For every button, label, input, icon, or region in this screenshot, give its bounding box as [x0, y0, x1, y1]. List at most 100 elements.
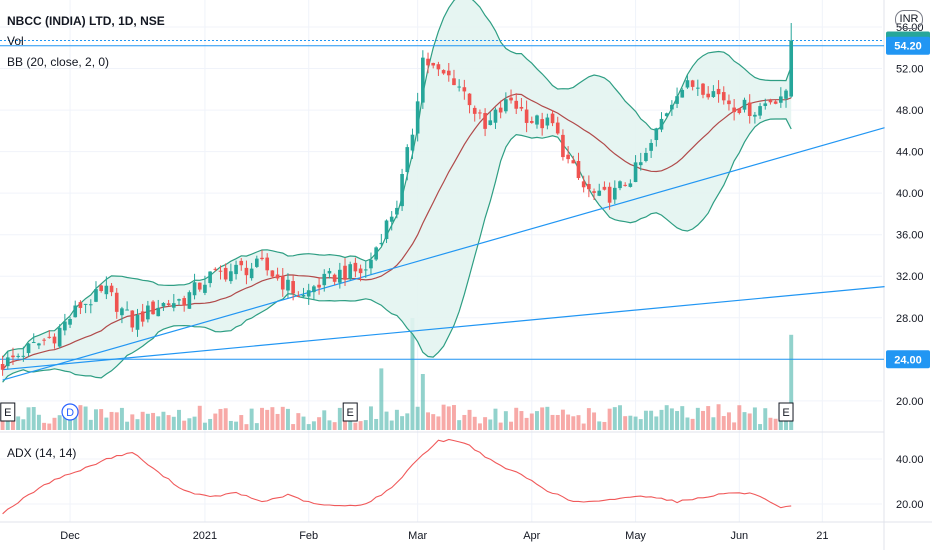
candle-body — [685, 80, 690, 88]
candle-body — [784, 90, 788, 99]
candle — [265, 253, 270, 276]
time-axis-label: Feb — [299, 530, 318, 542]
candle — [789, 23, 794, 98]
candle-body — [322, 273, 327, 286]
volume-bar — [758, 424, 763, 430]
price-label-bg — [886, 36, 930, 55]
candle — [535, 114, 539, 129]
earnings-marker[interactable]: E — [342, 402, 358, 422]
volume-bar — [94, 409, 98, 430]
price-label-text: 54.20 — [894, 41, 922, 53]
price-axis-tick: 32.00 — [896, 271, 924, 283]
candle-body — [768, 100, 773, 103]
candle-body — [146, 305, 150, 320]
candle — [607, 182, 612, 210]
earnings-box — [342, 402, 358, 422]
candle-body — [363, 269, 368, 271]
candle — [114, 288, 119, 319]
time-axis[interactable]: Dec 2021 Feb Mar Apr May Jun 21 — [60, 530, 828, 542]
candle — [270, 270, 275, 279]
volume-bar — [628, 415, 633, 430]
candle-body — [478, 112, 482, 114]
price-label: 24.00 — [886, 350, 930, 369]
candle-body — [0, 363, 5, 370]
price-axis-tick: 20.00 — [896, 396, 924, 408]
volume-bar — [114, 412, 119, 430]
volume-bar — [109, 411, 114, 430]
candle-body — [332, 274, 337, 282]
candle-body — [229, 271, 233, 282]
candle-body — [11, 355, 15, 358]
candle-body — [88, 304, 93, 306]
candle — [638, 152, 643, 171]
dividend-marker[interactable]: D — [61, 403, 79, 421]
volume-bar — [602, 421, 607, 430]
candle — [441, 69, 446, 75]
price-axis[interactable]: 20.00 24.00 28.00 32.00 36.00 40.00 44.00 48.00… — [896, 22, 924, 511]
candle-body — [504, 99, 508, 112]
time-axis-label: Apr — [523, 530, 540, 542]
candle-body — [213, 268, 218, 270]
candle — [685, 75, 690, 89]
candle-body — [633, 162, 638, 183]
volume-bar — [151, 412, 156, 430]
candle-body — [779, 96, 783, 103]
candle — [192, 273, 197, 300]
candle-body — [696, 87, 700, 89]
candle-body — [472, 107, 477, 114]
bollinger-legend[interactable]: BB (20, close, 2, 0) — [7, 55, 110, 69]
candle — [519, 98, 524, 112]
candle-body — [104, 285, 109, 295]
candle — [161, 302, 166, 311]
volume-bar — [410, 318, 415, 430]
trendlines[interactable] — [2, 127, 885, 381]
horizontal-price-lines[interactable] — [0, 40, 884, 360]
candle-body — [535, 115, 539, 125]
candle — [742, 97, 747, 113]
adx-legend[interactable]: ADX (14, 14) — [7, 446, 77, 460]
volume-bar — [368, 406, 373, 430]
candle — [628, 179, 633, 188]
candle — [255, 255, 259, 269]
candle-body — [68, 318, 72, 325]
candle-body — [566, 154, 570, 160]
candle-body — [327, 270, 332, 274]
volume-bar — [348, 421, 353, 430]
earnings-marker[interactable]: E — [0, 402, 16, 422]
volume-bar — [509, 421, 514, 430]
candle-body — [317, 284, 321, 288]
volume-bar — [768, 417, 773, 430]
candle-body — [753, 114, 757, 117]
candle — [504, 92, 508, 114]
volume-legend[interactable]: Vol — [7, 34, 24, 48]
candle-body — [529, 121, 534, 123]
candle — [472, 105, 477, 122]
bollinger-fill — [2, 0, 792, 383]
candle — [561, 129, 565, 161]
currency-badge[interactable]: INR — [895, 10, 923, 29]
symbol-title[interactable]: NBCC (INDIA) LTD, 1D, NSE — [7, 14, 165, 28]
volume-bar — [260, 407, 264, 430]
candle — [654, 127, 659, 147]
earnings-marker[interactable]: E — [778, 402, 794, 422]
candle-body — [296, 295, 301, 297]
candle — [83, 303, 88, 314]
candle — [737, 108, 742, 115]
candle-body — [483, 113, 487, 129]
candle-body — [26, 343, 31, 354]
candle-body — [602, 186, 607, 190]
candle-body — [607, 186, 612, 203]
candle-body — [5, 357, 10, 367]
candle — [410, 128, 415, 159]
volume-bars — [0, 318, 794, 430]
volume-bar — [488, 419, 493, 430]
volume-bar — [275, 413, 280, 430]
candle — [187, 290, 192, 309]
candle — [68, 316, 72, 329]
candle — [690, 79, 695, 91]
candle — [369, 252, 373, 275]
volume-bar — [135, 419, 140, 430]
candle — [88, 299, 93, 314]
